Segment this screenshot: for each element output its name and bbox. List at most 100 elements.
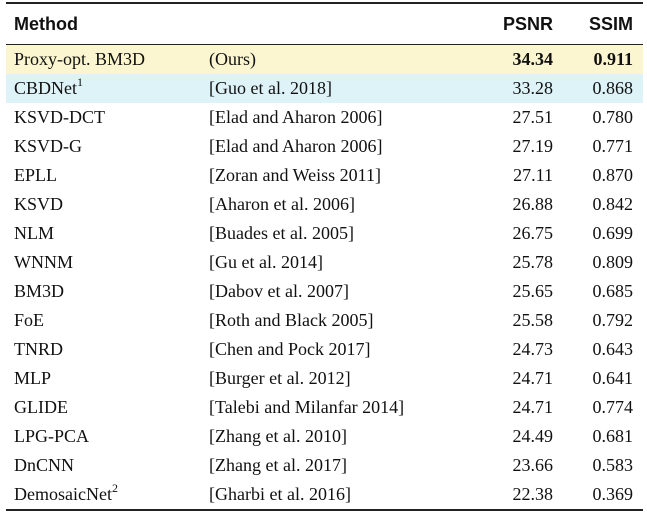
psnr-cell: 26.75 [512, 223, 554, 243]
psnr-cell: 22.38 [512, 484, 554, 504]
ssim-cell: 0.681 [592, 426, 634, 446]
ssim-cell: 0.771 [592, 136, 634, 156]
table-row: MLP [Burger et al. 2012] 24.71 0.641 [6, 364, 643, 393]
method-name: BM3D [14, 281, 65, 301]
table-row: DnCNN [Zhang et al. 2017] 23.66 0.583 [6, 451, 643, 480]
method-cell: KSVD-DCT [6, 103, 201, 132]
table-row: CBDNet1 [Guo et al. 2018] 33.28 0.868 [6, 74, 643, 103]
ssim-cell: 0.583 [592, 455, 634, 475]
method-name: WNNM [14, 252, 73, 272]
psnr-cell: 25.58 [512, 310, 554, 330]
table-row: TNRD [Chen and Pock 2017] 24.73 0.643 [6, 335, 643, 364]
reference-cell: [Chen and Pock 2017] [209, 339, 371, 359]
method-name: DemosaicNet [14, 484, 112, 504]
results-table: Method PSNR SSIM Proxy-opt. BM3D (Ours) … [6, 2, 643, 511]
psnr-cell: 24.71 [512, 397, 554, 417]
reference-cell: [Dabov et al. 2007] [209, 281, 349, 301]
method-cell: FoE [6, 306, 201, 335]
reference-cell: [Zhang et al. 2017] [209, 455, 347, 475]
psnr-cell: 24.49 [512, 426, 554, 446]
table-row: KSVD-DCT [Elad and Aharon 2006] 27.51 0.… [6, 103, 643, 132]
ssim-cell: 0.868 [563, 74, 643, 103]
method-cell: DemosaicNet2 [6, 480, 201, 510]
table-body: Proxy-opt. BM3D (Ours) 34.34 0.911 CBDNe… [6, 44, 643, 510]
method-cell: DnCNN [6, 451, 201, 480]
table-row: NLM [Buades et al. 2005] 26.75 0.699 [6, 219, 643, 248]
reference-cell: [Elad and Aharon 2006] [209, 107, 383, 127]
ssim-cell: 0.685 [592, 281, 634, 301]
method-cell: BM3D [6, 277, 201, 306]
method-cell: NLM [6, 219, 201, 248]
method-name: KSVD-DCT [14, 107, 106, 127]
reference-cell: [Gu et al. 2014] [209, 252, 323, 272]
header-method: Method [14, 13, 78, 34]
reference-cell: [Guo et al. 2018] [201, 74, 483, 103]
table-row: KSVD-G [Elad and Aharon 2006] 27.19 0.77… [6, 132, 643, 161]
table-row: EPLL [Zoran and Weiss 2011] 27.11 0.870 [6, 161, 643, 190]
ssim-cell: 0.699 [592, 223, 634, 243]
reference-cell: [Zhang et al. 2010] [209, 426, 347, 446]
ssim-cell: 0.780 [592, 107, 634, 127]
method-name: FoE [14, 310, 45, 330]
reference-cell: [Burger et al. 2012] [209, 368, 351, 388]
ssim-cell: 0.641 [592, 368, 634, 388]
reference-cell: (Ours) [201, 44, 483, 74]
reference-cell: [Zoran and Weiss 2011] [209, 165, 382, 185]
method-cell: WNNM [6, 248, 201, 277]
reference-cell: [Talebi and Milanfar 2014] [209, 397, 405, 417]
method-name: LPG-PCA [14, 426, 90, 446]
footnote-marker: 2 [111, 481, 118, 495]
table-row: Proxy-opt. BM3D (Ours) 34.34 0.911 [6, 44, 643, 74]
ssim-cell: 0.911 [563, 44, 643, 74]
psnr-cell: 27.11 [513, 165, 553, 185]
reference-cell: [Buades et al. 2005] [209, 223, 354, 243]
header-reference [201, 3, 483, 45]
header-row: Method PSNR SSIM [6, 3, 643, 45]
method-cell: CBDNet1 [6, 74, 201, 103]
table-row: WNNM [Gu et al. 2014] 25.78 0.809 [6, 248, 643, 277]
results-table-container: Method PSNR SSIM Proxy-opt. BM3D (Ours) … [6, 2, 643, 511]
reference-cell: [Elad and Aharon 2006] [209, 136, 383, 156]
footnote-marker: 1 [77, 75, 83, 89]
table-row: FoE [Roth and Black 2005] 25.58 0.792 [6, 306, 643, 335]
reference-cell: [Gharbi et al. 2016] [209, 484, 351, 504]
table-row: KSVD [Aharon et al. 2006] 26.88 0.842 [6, 190, 643, 219]
psnr-cell: 24.73 [512, 339, 554, 359]
method-cell: GLIDE [6, 393, 201, 422]
method-name: TNRD [14, 339, 63, 359]
ssim-cell: 0.774 [592, 397, 634, 417]
psnr-cell: 24.71 [512, 368, 554, 388]
method-cell: TNRD [6, 335, 201, 364]
psnr-cell: 34.34 [483, 44, 563, 74]
psnr-cell: 23.66 [512, 455, 554, 475]
table-row: LPG-PCA [Zhang et al. 2010] 24.49 0.681 [6, 422, 643, 451]
header-psnr: PSNR [502, 13, 553, 34]
ssim-cell: 0.792 [592, 310, 634, 330]
table-row: GLIDE [Talebi and Milanfar 2014] 24.71 0… [6, 393, 643, 422]
method-cell: KSVD-G [6, 132, 201, 161]
psnr-cell: 25.78 [512, 252, 554, 272]
header-ssim: SSIM [588, 13, 633, 34]
psnr-cell: 27.51 [512, 107, 554, 127]
method-name: CBDNet [14, 78, 77, 98]
method-cell: LPG-PCA [6, 422, 201, 451]
psnr-cell: 33.28 [483, 74, 563, 103]
method-name: EPLL [14, 165, 57, 185]
method-cell: Proxy-opt. BM3D [6, 44, 201, 74]
psnr-cell: 25.65 [512, 281, 554, 301]
method-cell: KSVD [6, 190, 201, 219]
method-name: NLM [14, 223, 54, 243]
ssim-cell: 0.870 [592, 165, 634, 185]
method-name: GLIDE [14, 397, 68, 417]
table-row: DemosaicNet2 [Gharbi et al. 2016] 22.38 … [6, 480, 643, 510]
reference-cell: [Aharon et al. 2006] [209, 194, 355, 214]
method-cell: EPLL [6, 161, 201, 190]
ssim-cell: 0.643 [592, 339, 634, 359]
psnr-cell: 27.19 [512, 136, 554, 156]
ssim-cell: 0.842 [592, 194, 634, 214]
ssim-cell: 0.809 [592, 252, 634, 272]
method-name: Proxy-opt. BM3D [14, 49, 146, 69]
psnr-cell: 26.88 [512, 194, 554, 214]
method-name: MLP [14, 368, 52, 388]
table-header: Method PSNR SSIM [6, 3, 643, 45]
